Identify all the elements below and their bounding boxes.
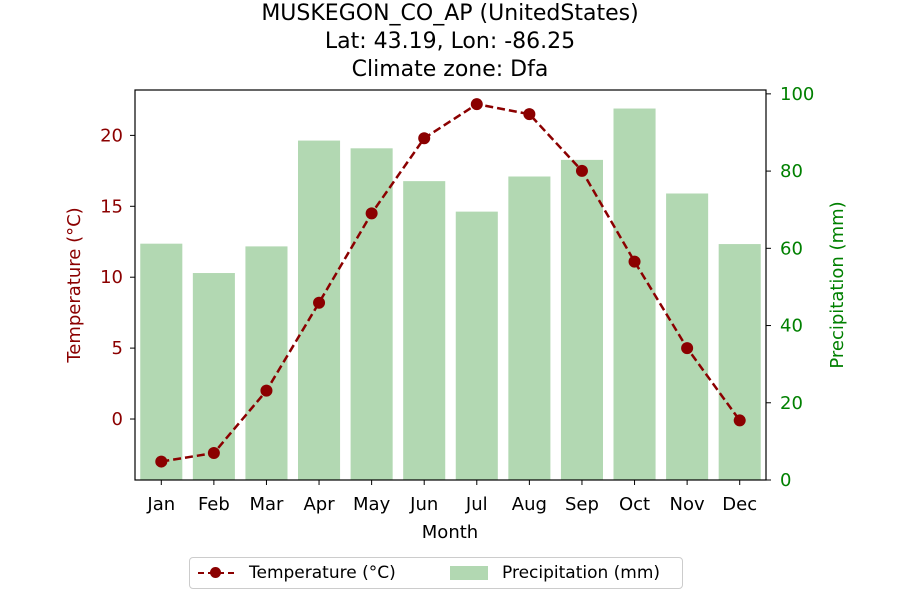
x-tick-label: May: [353, 494, 391, 515]
chart-title-line-2: Lat: 43.19, Lon: -86.25: [324, 29, 576, 54]
temp-point-aug: [523, 108, 536, 121]
x-axis: Jan Feb Mar Apr May Jun Jul Aug Sep Oct Nov Dec: [146, 480, 757, 515]
temp-point-oct: [628, 255, 641, 268]
y-left-tick-label: 5: [112, 338, 123, 359]
x-tick-label: Apr: [303, 494, 335, 515]
temp-point-feb: [207, 447, 220, 460]
temperature-series-line: [161, 102, 741, 463]
temp-point-dec: [733, 414, 746, 427]
y-right-tick-label: 80: [780, 161, 803, 182]
temp-point-sep: [575, 164, 588, 177]
y-right-tick-label: 40: [780, 316, 803, 337]
y-right-tick-label: 0: [780, 470, 791, 491]
precip-bar-aug: [508, 176, 551, 480]
temp-point-mar: [260, 384, 273, 397]
x-tick-label: Nov: [670, 494, 705, 515]
legend-temperature-marker-icon: [210, 567, 221, 578]
precip-bar-feb: [192, 273, 235, 480]
chart-title-line-1: MUSKEGON_CO_AP (UnitedStates): [261, 1, 639, 26]
precip-bar-oct: [613, 108, 656, 480]
x-tick-label: Dec: [722, 494, 757, 515]
y-left-tick-label: 15: [100, 196, 123, 217]
legend-precipitation-swatch-icon: [450, 566, 488, 580]
y-axis-temperature: 0 5 10 15 20: [100, 125, 135, 430]
legend-precipitation-label: Precipitation (mm): [502, 563, 661, 583]
plot-frame: [134, 89, 767, 481]
temp-point-nov: [681, 342, 694, 355]
y-axis-label-temperature: Temperature (°C): [64, 207, 85, 363]
y-left-tick-label: 10: [100, 267, 123, 288]
precip-bar-apr: [298, 140, 341, 480]
temp-point-apr: [313, 296, 326, 309]
precip-bar-jul: [455, 211, 498, 480]
precip-bar-may: [350, 148, 393, 480]
precip-bar-mar: [245, 246, 288, 480]
precip-bar-jan: [140, 243, 183, 480]
x-tick-label: Mar: [249, 494, 284, 515]
y-axis-precipitation: 0 20 40 60 80 100: [766, 84, 814, 491]
x-axis-label: Month: [422, 522, 478, 543]
y-left-tick-label: 20: [100, 125, 123, 146]
temp-point-jul: [470, 98, 483, 111]
x-tick-label: Oct: [619, 494, 650, 515]
precip-bar-nov: [666, 193, 709, 480]
y-axis-label-precipitation: Precipitation (mm): [827, 201, 848, 368]
temp-point-jun: [418, 132, 431, 145]
temp-point-may: [365, 207, 378, 220]
y-right-tick-label: 60: [780, 238, 803, 259]
precipitation-bars: [140, 108, 761, 480]
chart-title-line-3: Climate zone: Dfa: [351, 57, 549, 82]
x-tick-label: Aug: [512, 494, 547, 515]
precip-bar-jun: [403, 181, 446, 480]
x-tick-label: Jul: [465, 494, 488, 515]
legend-temperature-label: Temperature (°C): [249, 563, 396, 583]
temp-point-jan: [155, 455, 168, 468]
precip-bar-sep: [560, 159, 603, 480]
legend: Temperature (°C) Precipitation (mm): [189, 557, 683, 589]
y-right-tick-label: 100: [780, 84, 814, 105]
x-tick-label: Jan: [146, 494, 175, 515]
y-left-tick-label: 0: [112, 409, 123, 430]
precip-bar-dec: [718, 244, 761, 480]
x-tick-label: Sep: [565, 494, 599, 515]
y-right-tick-label: 20: [780, 393, 803, 414]
x-tick-label: Feb: [198, 494, 230, 515]
x-tick-label: Jun: [409, 494, 438, 515]
temperature-line: [155, 98, 746, 468]
